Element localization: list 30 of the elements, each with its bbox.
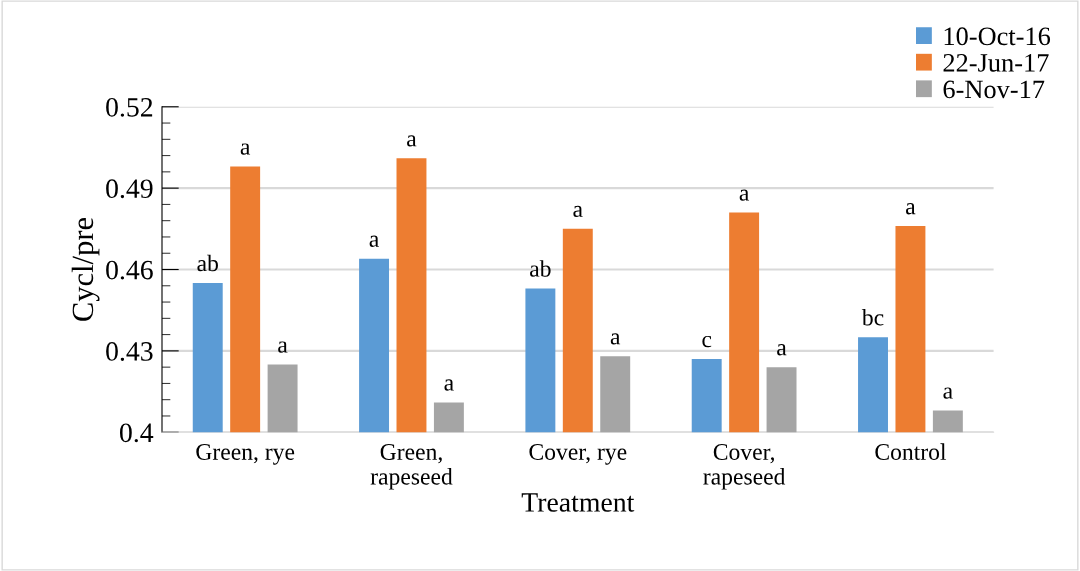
data-label: c [702, 335, 712, 348]
data-label: a [278, 341, 288, 353]
data-label: bc [861, 308, 884, 326]
legend-label: 10-Oct-16 [944, 27, 1051, 46]
data-label: a [407, 135, 417, 147]
data-label: a [573, 205, 583, 218]
x-tick-label: Green, rye [196, 444, 295, 465]
data-label: a [943, 387, 953, 399]
data-label: a [240, 143, 251, 155]
y-tick-label: 0.43 [106, 342, 153, 361]
data-label: a [906, 203, 916, 215]
x-tick-label: Cover, rye [529, 444, 627, 465]
legend-label: 22-Jun-17 [943, 54, 1049, 72]
data-label: a [369, 235, 379, 247]
data-label: a [739, 189, 750, 201]
data-label: a [777, 344, 787, 356]
x-tick-label: Control [875, 443, 947, 460]
y-tick-label: 0.4 [120, 423, 154, 443]
data-label: ab [197, 254, 218, 272]
y-axis-title: Cycl/pre [71, 217, 100, 321]
data-label: ab [530, 260, 551, 277]
x-tick-label: Green, rapeseed [370, 444, 453, 490]
y-tick-label: 0.49 [106, 179, 153, 199]
data-label: a [444, 379, 454, 391]
y-tick-label: 0.46 [106, 260, 153, 280]
x-axis-title: Treatment [521, 493, 635, 512]
legend-label: 6-Nov-17 [943, 80, 1045, 99]
y-tick-label: 0.52 [106, 97, 153, 117]
data-label: a [610, 333, 621, 345]
x-tick-label: Cover, rapeseed [703, 444, 786, 490]
